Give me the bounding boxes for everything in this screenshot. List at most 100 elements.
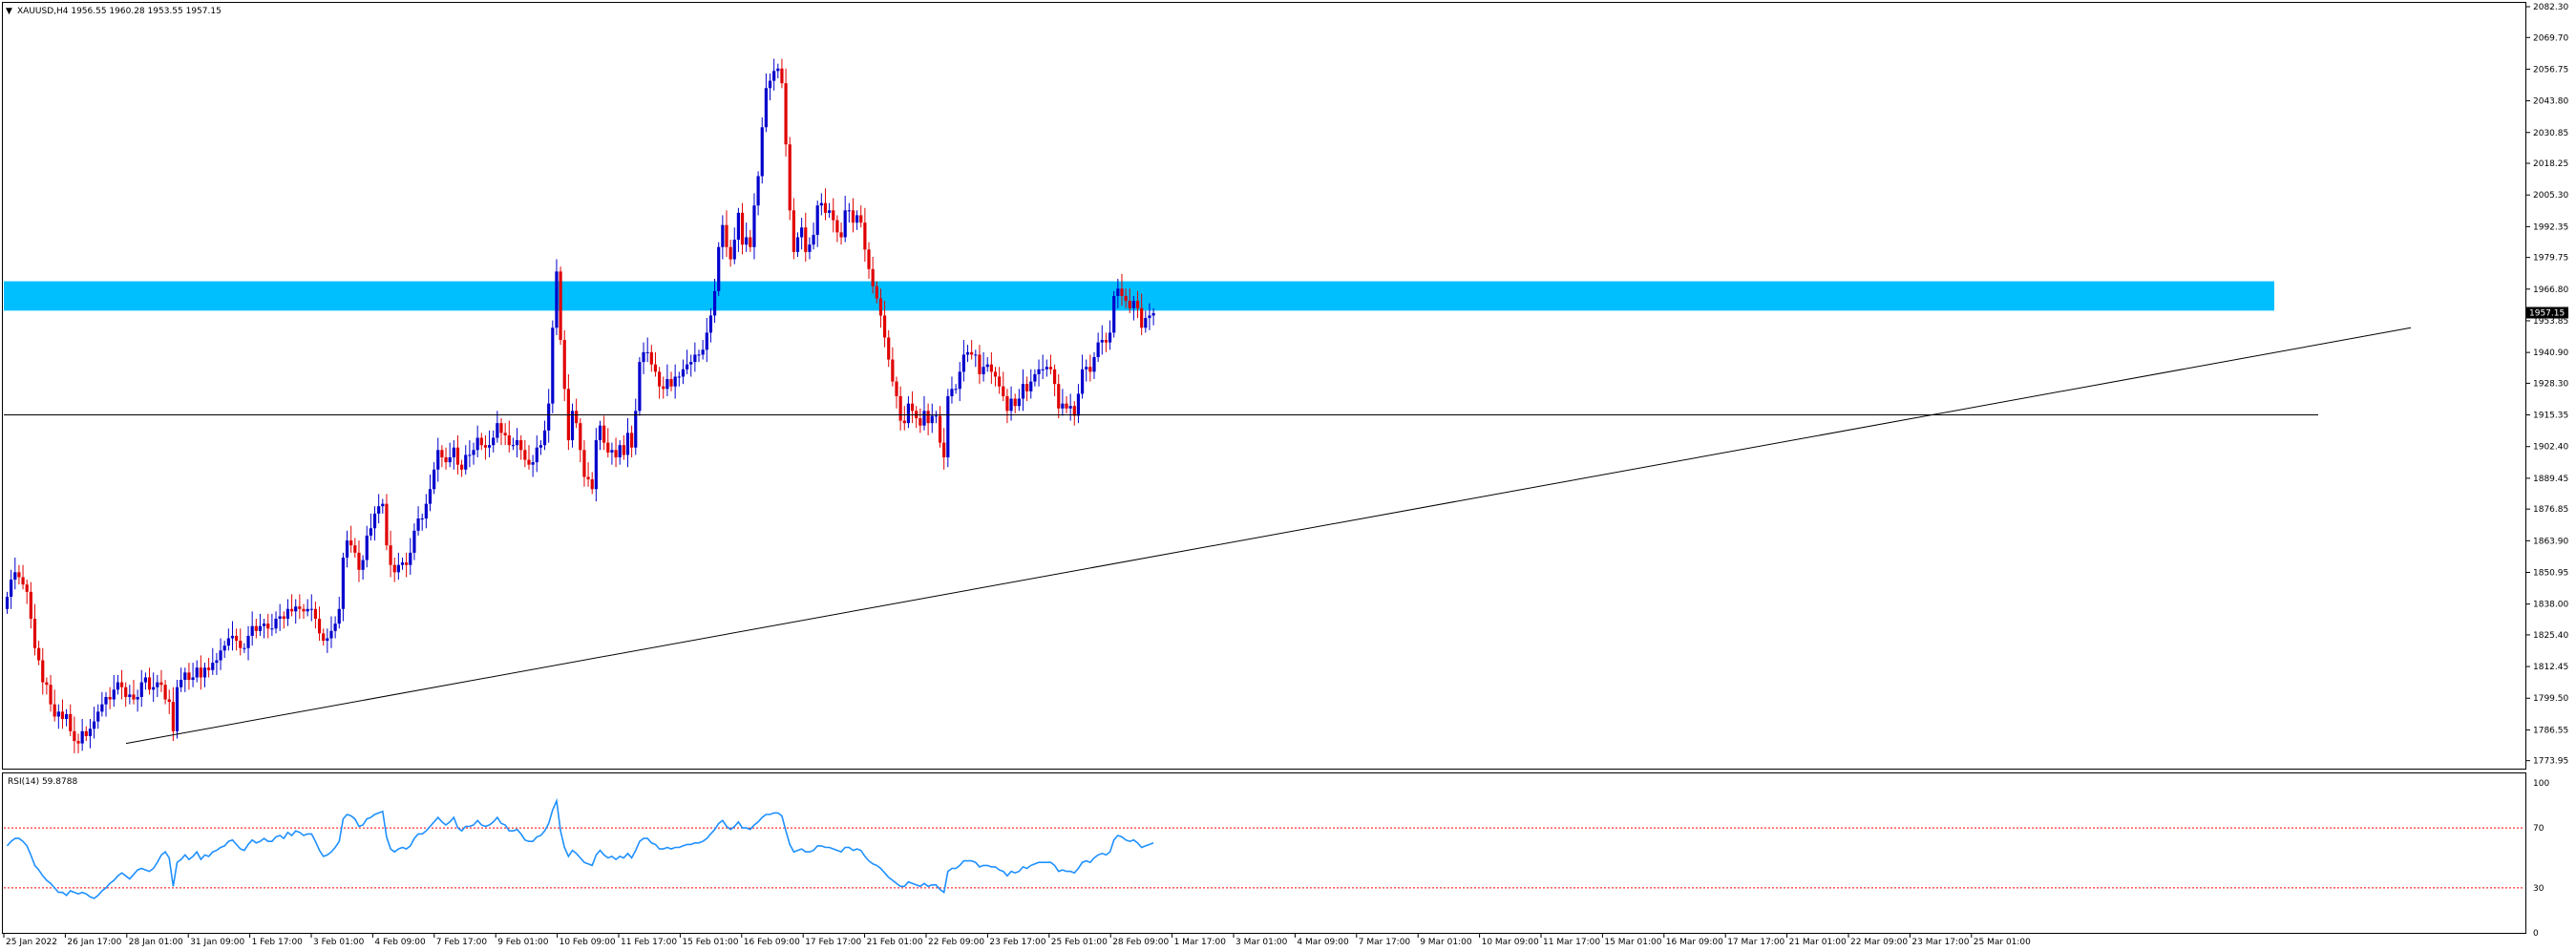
candle-body <box>246 635 250 648</box>
candle-body <box>1085 367 1088 370</box>
candle-body <box>918 418 922 426</box>
candle-body <box>895 381 898 396</box>
time-tick-label: 23 Feb 17:00 <box>989 938 1045 947</box>
time-tick-label: 31 Jan 09:00 <box>190 938 244 947</box>
candle-body <box>749 237 752 247</box>
candle-body <box>579 423 582 451</box>
candle-body <box>436 450 440 470</box>
candle-body <box>440 450 444 457</box>
candle-body <box>1037 369 1041 374</box>
candle-body <box>235 635 239 642</box>
candle-body <box>1092 356 1096 372</box>
candle-body <box>128 694 132 697</box>
candle-body <box>752 205 756 247</box>
candle-body <box>875 285 878 299</box>
candle-body <box>222 645 226 651</box>
candle-body <box>21 577 25 585</box>
candle-body <box>175 687 179 731</box>
candle-body <box>73 730 76 742</box>
candle-body <box>764 88 768 128</box>
candle-body <box>804 227 808 252</box>
rsi-title: RSI(14) 59.8788 <box>8 777 77 787</box>
candle-body <box>56 711 60 717</box>
candle-body <box>542 430 547 446</box>
rsi-tick-label: 0 <box>2533 929 2539 939</box>
time-tick-label: 26 Jan 17:00 <box>67 938 121 947</box>
candle-body <box>345 540 349 558</box>
ascending-trendline[interactable] <box>125 327 2412 745</box>
candle-body <box>649 351 653 365</box>
candle-body <box>156 682 159 687</box>
candle-body <box>424 503 428 519</box>
candle-body <box>642 351 645 363</box>
candle-body <box>1045 367 1048 370</box>
candle-body <box>452 447 455 457</box>
candle-body <box>721 224 725 247</box>
candle-body <box>1100 340 1104 343</box>
price-tick-label: 1876.85 <box>2533 505 2568 515</box>
price-tick-label: 2056.75 <box>2533 65 2568 74</box>
candle-body <box>760 127 764 177</box>
price-scale[interactable]: 2082.30 2069.70 2056.75 2043.80 2030.85 2018.… <box>2525 3 2568 767</box>
candle-body <box>278 616 282 620</box>
candle-body <box>515 440 519 446</box>
candle-body <box>982 367 985 374</box>
candle-body <box>535 447 538 463</box>
price-tick-label: 1915.35 <box>2533 412 2568 421</box>
current-price-label: 1957.15 <box>2529 309 2565 319</box>
candle-body <box>326 638 329 642</box>
time-tick-label: 23 Mar 17:00 <box>1911 938 1969 947</box>
candle-body <box>653 364 658 372</box>
candle-body <box>167 699 171 703</box>
candle-body <box>638 362 642 412</box>
price-tick-label: 1966.80 <box>2533 285 2568 295</box>
candle-body <box>487 445 492 448</box>
candle-body <box>108 696 112 700</box>
candle-body <box>317 619 322 634</box>
candle-body <box>250 625 254 636</box>
candlestick-series <box>5 58 1155 753</box>
candle-body <box>606 442 610 453</box>
candle-body <box>207 667 211 670</box>
candle-body <box>179 680 183 687</box>
candle-body <box>337 608 341 624</box>
window-menu-arrow-icon[interactable]: ▼ <box>6 7 12 16</box>
candle-body <box>309 608 313 610</box>
candle-body <box>614 450 618 457</box>
candle-body <box>823 202 828 213</box>
candle-body <box>792 210 795 252</box>
price-tick-label: 1863.90 <box>2533 537 2568 546</box>
candle-body <box>570 411 575 441</box>
candle-body <box>1096 342 1100 357</box>
candle-body <box>1065 403 1068 409</box>
candle-body <box>839 232 843 238</box>
candle-body <box>104 696 108 705</box>
candle-body <box>625 433 630 455</box>
candle-body <box>693 354 697 363</box>
candle-body <box>717 246 721 291</box>
candle-body <box>1120 288 1124 296</box>
candle-body <box>891 359 895 382</box>
candle-body <box>776 68 780 72</box>
candle-body <box>547 403 551 431</box>
candle-body <box>974 354 978 356</box>
candle-body <box>389 545 392 565</box>
candle-body <box>285 608 290 620</box>
candle-body <box>119 682 124 687</box>
candle-body <box>725 224 728 247</box>
candle-body <box>582 450 586 477</box>
candle-body <box>60 711 65 720</box>
candle-body <box>171 702 175 731</box>
candle-body <box>736 212 740 241</box>
price-tick-label: 1889.45 <box>2533 475 2568 484</box>
candle-body <box>993 371 998 377</box>
candle-body <box>306 608 309 612</box>
candle-body <box>444 456 448 463</box>
candle-body <box>575 411 579 424</box>
time-scale[interactable]: 25 Jan 2022 26 Jan 17:00 28 Jan 01:00 31 Ja… <box>3 933 2031 947</box>
candle-body <box>511 445 516 447</box>
candle-body <box>815 205 819 235</box>
candle-body <box>503 433 507 435</box>
candle-body <box>313 608 318 620</box>
